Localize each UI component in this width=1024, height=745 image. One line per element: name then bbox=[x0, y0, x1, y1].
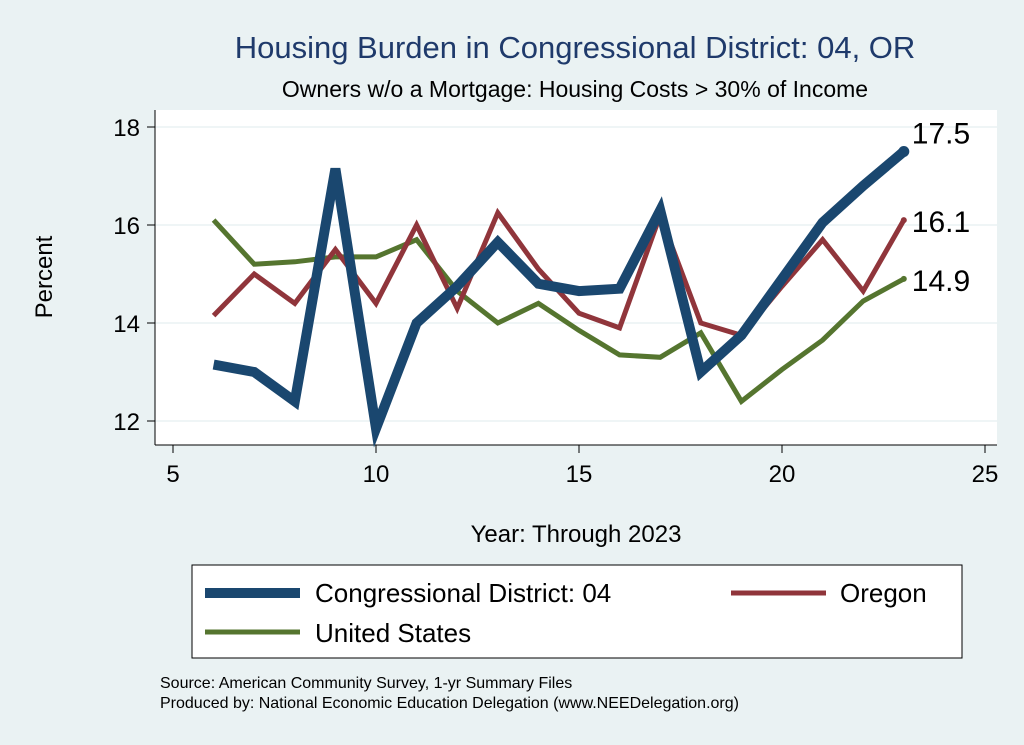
series-end-marker bbox=[900, 217, 907, 224]
chart-subtitle: Owners w/o a Mortgage: Housing Costs > 3… bbox=[282, 76, 868, 102]
gridlines bbox=[155, 126, 997, 422]
series-end-label: 14.9 bbox=[912, 265, 970, 298]
y-tick-label: 14 bbox=[113, 311, 140, 338]
chart-title: Housing Burden in Congressional District… bbox=[235, 30, 916, 65]
x-tick-label: 20 bbox=[769, 461, 796, 488]
y-tick-label: 16 bbox=[113, 213, 140, 240]
y-axis-label: Percent bbox=[31, 235, 58, 318]
series-end-label: 16.1 bbox=[912, 206, 970, 239]
x-tick-label: 5 bbox=[166, 461, 179, 488]
series-end-label: 17.5 bbox=[912, 118, 970, 151]
x-tick-label: 25 bbox=[972, 461, 999, 488]
producer-note: Produced by: National Economic Education… bbox=[160, 695, 739, 712]
x-axis-ticks: 5 10 15 20 25 bbox=[166, 445, 998, 488]
legend-item-oregon: Oregon bbox=[731, 578, 927, 608]
legend-label-us: United States bbox=[315, 618, 471, 648]
end-labels: 17.5 16.1 14.9 bbox=[912, 118, 970, 298]
legend-label-oregon: Oregon bbox=[840, 578, 927, 608]
source-note: Source: American Community Survey, 1-yr … bbox=[160, 675, 572, 692]
series-end-marker bbox=[898, 146, 910, 157]
x-axis-label: Year: Through 2023 bbox=[471, 521, 682, 548]
series-line-district bbox=[212, 147, 908, 448]
y-tick-label: 18 bbox=[113, 115, 140, 142]
x-tick-label: 15 bbox=[566, 461, 593, 488]
legend-item-us: United States bbox=[205, 618, 471, 648]
x-tick-label: 10 bbox=[363, 461, 390, 488]
series-end-marker bbox=[900, 275, 907, 282]
y-axis-ticks: 12 14 16 18 bbox=[113, 115, 155, 436]
y-tick-label: 12 bbox=[113, 409, 140, 436]
series-lines bbox=[211, 146, 910, 448]
legend-box bbox=[191, 564, 963, 659]
legend-label-district: Congressional District: 04 bbox=[315, 578, 611, 608]
legend-item-district: Congressional District: 04 bbox=[205, 578, 611, 608]
